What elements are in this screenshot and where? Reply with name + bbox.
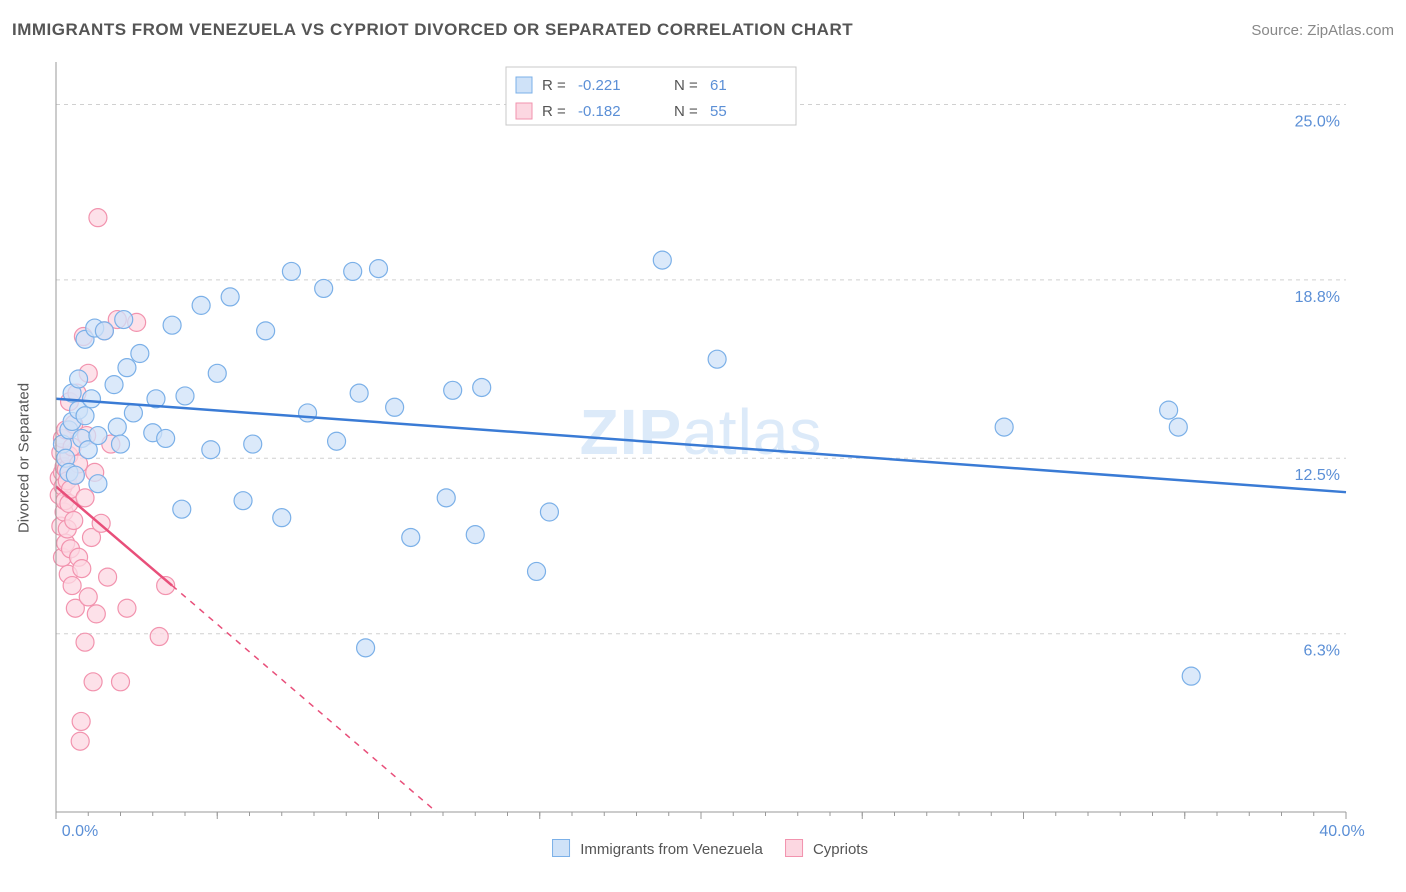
legend-item-cypriots: Cypriots	[785, 839, 868, 858]
source-link[interactable]: ZipAtlas.com	[1307, 22, 1394, 39]
svg-text:55: 55	[710, 103, 727, 120]
svg-text:N =: N =	[674, 77, 698, 94]
legend-item-venezuela: Immigrants from Venezuela	[552, 839, 763, 858]
y-axis-label: Divorced or Separated	[16, 383, 33, 533]
svg-text:ZIPatlas: ZIPatlas	[580, 396, 823, 468]
source-label: Source: ZipAtlas.com	[1251, 22, 1394, 39]
svg-text:6.3%: 6.3%	[1304, 643, 1340, 660]
legend-swatch-blue	[552, 839, 570, 857]
legend-swatch-pink	[785, 839, 803, 857]
svg-text:N =: N =	[674, 103, 698, 120]
svg-text:12.5%: 12.5%	[1295, 467, 1340, 484]
svg-text:40.0%: 40.0%	[1319, 823, 1364, 840]
chart-title: IMMIGRANTS FROM VENEZUELA VS CYPRIOT DIV…	[12, 20, 853, 40]
svg-text:R =: R =	[542, 103, 566, 120]
svg-text:-0.221: -0.221	[578, 77, 621, 94]
svg-text:18.8%: 18.8%	[1295, 289, 1340, 306]
bottom-legend: Immigrants from Venezuela Cypriots	[552, 839, 868, 858]
svg-text:0.0%: 0.0%	[62, 823, 98, 840]
svg-text:61: 61	[710, 77, 727, 94]
svg-text:-0.182: -0.182	[578, 103, 621, 120]
svg-text:R =: R =	[542, 77, 566, 94]
correlation-scatter-chart: 6.3%12.5%18.8%25.0%ZIPatlas0.0%40.0%R = …	[30, 58, 1406, 860]
svg-text:25.0%: 25.0%	[1295, 113, 1340, 130]
chart-container: Divorced or Separated 6.3%12.5%18.8%25.0…	[30, 58, 1390, 858]
